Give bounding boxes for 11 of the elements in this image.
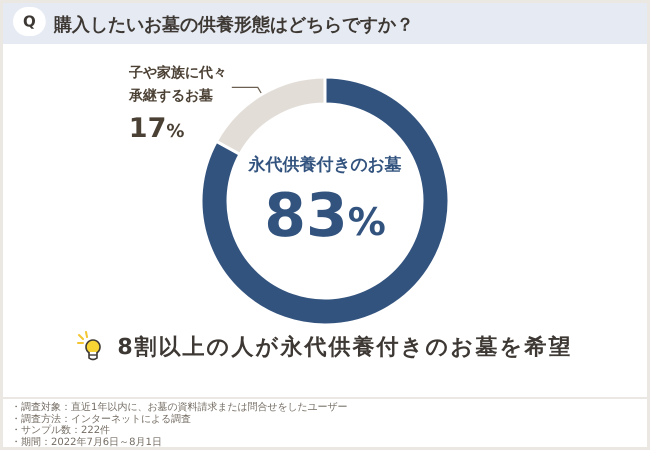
text: ・サンプル数：222件 (11, 425, 110, 436)
text: ・期間：2022年7月6日～8月1日 (11, 436, 162, 448)
chart-title: 購入したいお墓の供養形態はどちらですか？ (53, 14, 414, 36)
text: ・調査対象：直近1年以内に、お墓の資料請求または問合せをしたユーザー (11, 402, 348, 414)
text: 8割以上の人が永代供養付きのお墓を希望 (117, 334, 573, 362)
data-label: 83% (264, 181, 386, 251)
slice-label: 永代供養付きのお墓 (248, 155, 402, 175)
text: ・調査方法：インターネットによる調査 (11, 414, 191, 425)
text: Q (23, 12, 36, 30)
data-label: 17% (128, 112, 184, 144)
slice-label: 子や家族に代々承継するお墓 (128, 64, 227, 104)
